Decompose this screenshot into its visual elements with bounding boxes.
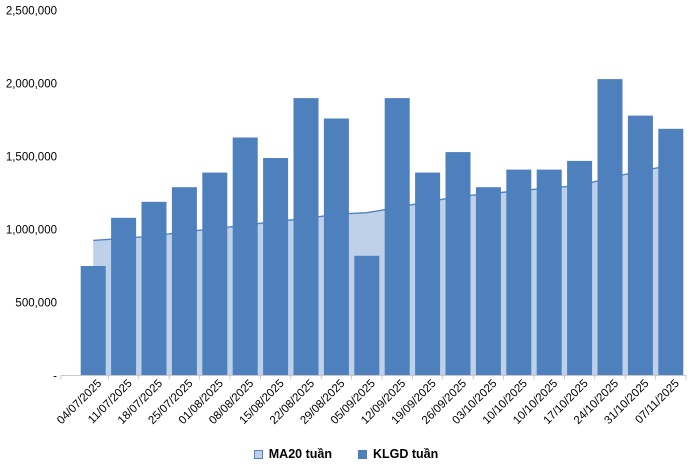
volume-bar (141, 201, 167, 376)
volume-bar (415, 172, 441, 376)
ma20-legend-swatch (253, 449, 263, 459)
y-axis-label: 500,000 (15, 298, 57, 310)
y-axis-label: 2,000,000 (6, 79, 57, 91)
y-axis-label: - (53, 371, 57, 383)
volume-bar (475, 187, 501, 376)
volume-bar (232, 137, 258, 376)
volume-bar (293, 98, 319, 376)
volume-bar (263, 158, 289, 376)
volume-bar (536, 169, 562, 376)
ma20-legend-label: MA20 tuần (268, 447, 332, 461)
volume-bar (111, 217, 137, 376)
volume-bar (627, 115, 653, 376)
volume-bar (567, 160, 593, 376)
y-axis-label: 1,000,000 (6, 225, 57, 237)
volume-bar (506, 169, 532, 376)
y-axis-label: 1,500,000 (6, 152, 57, 164)
volume-bar (597, 79, 623, 376)
legend-item-ma20: MA20 tuần (253, 447, 332, 461)
volume-bar (171, 187, 197, 376)
volume-bar (384, 98, 410, 376)
volume-bar (445, 152, 471, 376)
legend-item-klgd: KLGD tuần (357, 447, 439, 461)
klgd-legend-label: KLGD tuần (372, 447, 439, 461)
klgd-legend-swatch (357, 449, 367, 459)
y-axis-label: 2,500,000 (6, 6, 57, 18)
volume-bar (323, 118, 349, 376)
chart-legend: MA20 tuần KLGD tuần (0, 447, 692, 461)
volume-bar (80, 266, 106, 376)
volume-bar (202, 172, 228, 376)
volume-bar (354, 255, 380, 376)
volume-bar (658, 128, 684, 376)
